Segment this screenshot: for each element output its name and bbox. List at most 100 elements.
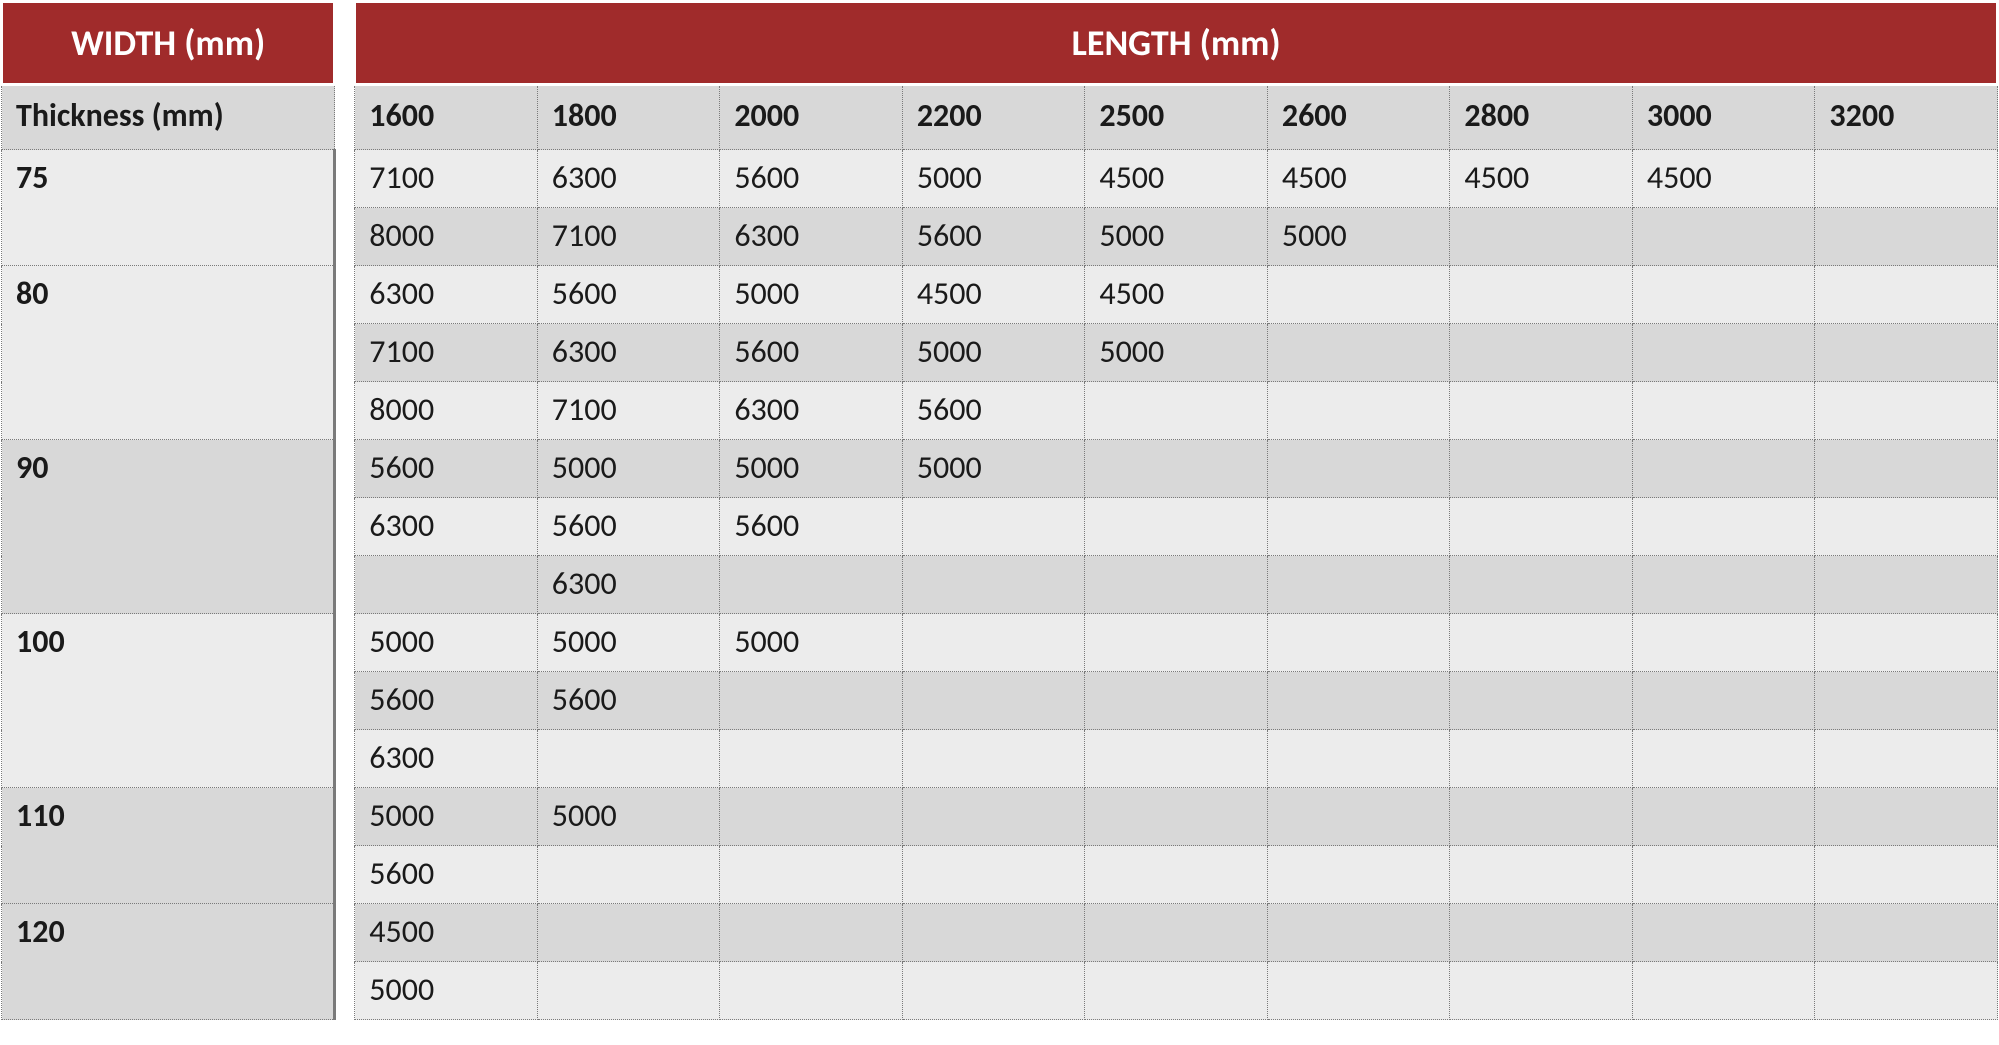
table-cell (1815, 324, 1998, 382)
group-gap (335, 614, 355, 788)
table-cell: 5000 (1085, 208, 1268, 266)
table-cell: 5600 (720, 498, 903, 556)
table-cell: 5000 (355, 614, 538, 672)
table-cell (1815, 150, 1998, 208)
table-cell (1267, 962, 1450, 1020)
table-cell (1632, 614, 1815, 672)
table-cell (720, 962, 903, 1020)
table-cell (1450, 962, 1633, 1020)
thickness-header: Thickness (mm) (2, 85, 335, 150)
table-cell: 5000 (902, 440, 1085, 498)
length-col-3: 2200 (902, 85, 1085, 150)
table-cell: 7100 (537, 382, 720, 440)
table-cell (1450, 208, 1633, 266)
table-cell (1815, 672, 1998, 730)
length-col-8: 3200 (1815, 85, 1998, 150)
table-cell (1267, 614, 1450, 672)
thickness-label: 80 (2, 266, 335, 440)
table-cell (1085, 614, 1268, 672)
table-cell (902, 846, 1085, 904)
table-cell (1450, 498, 1633, 556)
table-cell: 5600 (902, 382, 1085, 440)
table-cell: 5600 (720, 324, 903, 382)
table-cell (1450, 788, 1633, 846)
table-cell (902, 498, 1085, 556)
table-cell (537, 904, 720, 962)
thickness-label: 110 (2, 788, 335, 904)
table-cell (537, 846, 720, 904)
table-cell (902, 672, 1085, 730)
thickness-label: 75 (2, 150, 335, 266)
table-cell: 6300 (537, 150, 720, 208)
table-cell (902, 788, 1085, 846)
length-col-4: 2500 (1085, 85, 1268, 150)
table-cell (902, 962, 1085, 1020)
table-cell (1632, 672, 1815, 730)
group-gap (335, 788, 355, 904)
table-cell (1267, 846, 1450, 904)
table-cell (1085, 498, 1268, 556)
table-cell: 5000 (537, 440, 720, 498)
table-cell (1267, 382, 1450, 440)
table-cell: 7100 (537, 208, 720, 266)
table-cell (1632, 498, 1815, 556)
table-cell: 8000 (355, 208, 538, 266)
table-cell (1815, 498, 1998, 556)
table-cell (1085, 440, 1268, 498)
table-cell (1085, 730, 1268, 788)
table-cell (1267, 440, 1450, 498)
table-cell (1267, 324, 1450, 382)
table-cell: 5000 (1085, 324, 1268, 382)
table-cell (720, 672, 903, 730)
thickness-label: 90 (2, 440, 335, 614)
table-cell (1815, 440, 1998, 498)
table-cell (1085, 962, 1268, 1020)
table-cell: 5000 (720, 440, 903, 498)
table-cell (1085, 846, 1268, 904)
table-cell: 5000 (355, 962, 538, 1020)
table-cell (1815, 382, 1998, 440)
table-cell: 4500 (355, 904, 538, 962)
table-cell (1632, 556, 1815, 614)
table-cell (1632, 846, 1815, 904)
table-cell (720, 556, 903, 614)
table-cell (1815, 730, 1998, 788)
table-cell (1450, 904, 1633, 962)
table-cell (1815, 266, 1998, 324)
table-cell: 4500 (1632, 150, 1815, 208)
table-cell: 5000 (537, 614, 720, 672)
table-cell (1450, 730, 1633, 788)
table-cell (720, 730, 903, 788)
table-cell (1450, 266, 1633, 324)
thickness-label: 100 (2, 614, 335, 788)
table-cell (1267, 672, 1450, 730)
table-cell: 5600 (537, 498, 720, 556)
table-cell: 6300 (537, 324, 720, 382)
table-cell: 5600 (537, 266, 720, 324)
length-col-0: 1600 (355, 85, 538, 150)
table-cell (1085, 904, 1268, 962)
table-cell: 5000 (720, 614, 903, 672)
table-cell (1632, 788, 1815, 846)
table-cell: 5000 (902, 324, 1085, 382)
table-cell (1815, 208, 1998, 266)
table-cell (902, 904, 1085, 962)
table-cell (720, 788, 903, 846)
table-cell: 6300 (720, 208, 903, 266)
table-cell (1450, 324, 1633, 382)
table-cell: 5600 (355, 672, 538, 730)
table-cell: 5600 (537, 672, 720, 730)
dimensions-table: WIDTH (mm) LENGTH (mm) Thickness (mm) 16… (0, 0, 1999, 1020)
header-gap-2 (335, 85, 355, 150)
table-cell (1815, 904, 1998, 962)
table-cell (1632, 382, 1815, 440)
table-cell: 5000 (537, 788, 720, 846)
length-col-2: 2000 (720, 85, 903, 150)
table-cell: 5600 (720, 150, 903, 208)
header-gap (335, 2, 355, 85)
table-cell (1450, 672, 1633, 730)
table-cell (720, 846, 903, 904)
table-cell (1815, 846, 1998, 904)
table-cell (902, 614, 1085, 672)
table-cell (1632, 904, 1815, 962)
